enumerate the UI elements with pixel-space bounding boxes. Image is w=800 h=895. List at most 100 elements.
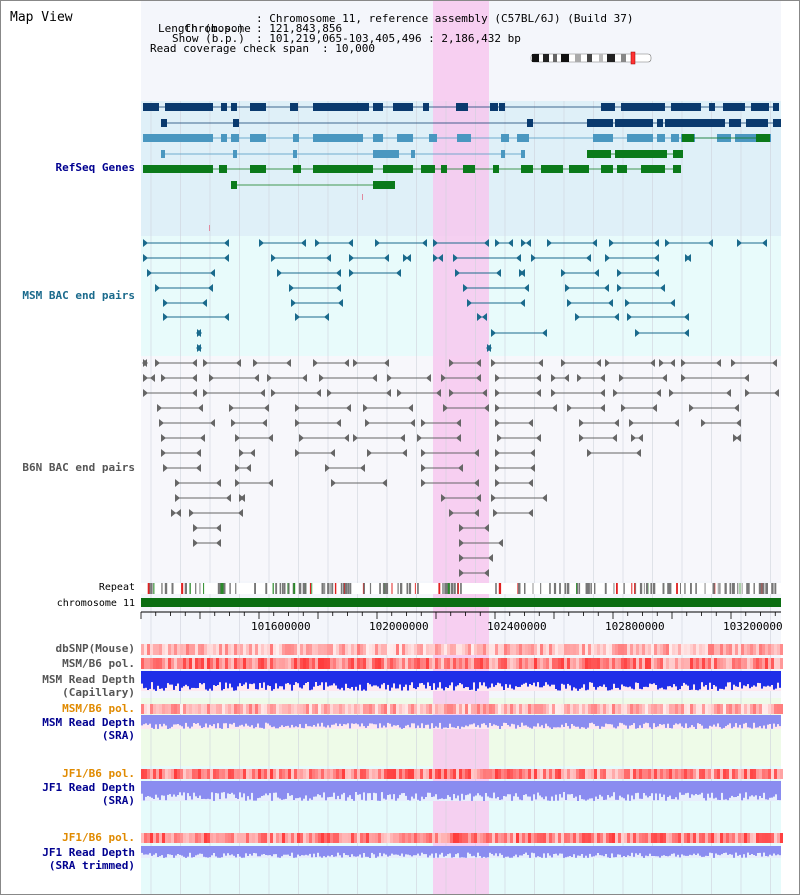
depth-bar (461, 715, 463, 727)
polymorphism-cell (693, 769, 696, 779)
depth-bar (261, 715, 263, 728)
polymorphism-cell (504, 644, 507, 655)
depth-bar (521, 781, 523, 801)
polymorphism-cell (381, 833, 384, 843)
polymorphism-cell (480, 644, 483, 655)
depth-bar (637, 671, 639, 683)
track-label-dbsnp[interactable]: dbSNP(Mouse) (55, 642, 135, 655)
track-label-jf1-trim[interactable]: JF1 Read Depth (42, 846, 135, 859)
depth-bar (659, 671, 661, 689)
polymorphism-cell (231, 833, 234, 843)
polymorphism-cell (255, 833, 258, 843)
depth-bar (517, 781, 519, 797)
repeat-feature (414, 583, 416, 594)
b6n-bac-pair-end (196, 464, 201, 472)
depth-bar (731, 781, 733, 796)
depth-bar (203, 846, 205, 857)
depth-bar (271, 671, 273, 691)
polymorphism-cell (726, 644, 729, 655)
track-label-msm-depth-cap[interactable]: MSM Read Depth (42, 673, 135, 686)
depth-bar (517, 846, 519, 858)
b6n-bac-pair-end (175, 494, 180, 502)
b6n-bac-pair-end (193, 539, 198, 547)
polymorphism-cell (204, 658, 207, 669)
polymorphism-cell (303, 833, 306, 843)
polymorphism-cell (447, 658, 450, 669)
polymorphism-cell (435, 644, 438, 655)
msm-bac-pair-end (338, 299, 343, 307)
msm-bac-pair-end (617, 284, 622, 292)
b6n-bac-pair-end (681, 374, 686, 382)
depth-bar (507, 715, 509, 725)
polymorphism-cell (348, 833, 351, 843)
track-label-jf1-pol-2[interactable]: JF1/B6 pol. (62, 831, 135, 844)
track-label-msm-pol-sra[interactable]: MSM/B6 pol. (62, 702, 135, 715)
polymorphism-cell (270, 658, 273, 669)
msm-bac-pair-end (654, 254, 659, 262)
polymorphism-cell (153, 704, 156, 714)
b6n-bac-pair-end (226, 494, 231, 502)
depth-bar (775, 671, 777, 689)
track-label-msm-bac[interactable]: MSM BAC end pairs (22, 289, 135, 302)
b6n-bac-pair-end (497, 434, 502, 442)
depth-bar (501, 846, 503, 855)
depth-bar (593, 846, 595, 857)
polymorphism-cell (594, 644, 597, 655)
b6n-bac-pair-end (268, 479, 273, 487)
depth-bar (179, 781, 181, 793)
depth-bar (653, 846, 655, 856)
polymorphism-cell (396, 658, 399, 669)
depth-bar (741, 846, 743, 858)
polymorphism-cell (423, 658, 426, 669)
polymorphism-cell (183, 658, 186, 669)
polymorphism-cell (387, 769, 390, 779)
polymorphism-cell (345, 769, 348, 779)
repeat-feature (457, 583, 459, 594)
depth-bar (323, 715, 325, 727)
depth-bar (291, 781, 293, 796)
track-label-refseq[interactable]: RefSeq Genes (55, 161, 135, 174)
b6n-bac-pair-end (670, 359, 675, 367)
depth-bar (617, 846, 619, 855)
depth-bar (713, 671, 715, 685)
depth-bar (641, 781, 643, 799)
polymorphism-cell (702, 833, 705, 843)
polymorphism-cell (279, 833, 282, 843)
repeat-feature (219, 583, 221, 594)
polymorphism-cell (672, 769, 675, 779)
depth-bar (343, 846, 345, 854)
polymorphism-cell (633, 704, 636, 714)
polymorphism-cell (375, 769, 378, 779)
track-label-jf1-depth[interactable]: JF1 Read Depth (42, 781, 135, 794)
track-label-b6n-bac[interactable]: B6N BAC end pairs (22, 461, 135, 474)
depth-bar (307, 715, 309, 727)
depth-bar (653, 671, 655, 684)
depth-bar (703, 846, 705, 857)
polymorphism-cell (585, 769, 588, 779)
repeat-feature (235, 583, 237, 594)
polymorphism-cell (501, 704, 504, 714)
polymorphism-cell (465, 658, 468, 669)
depth-bar (387, 715, 389, 723)
depth-bar (463, 671, 465, 689)
polymorphism-cell (585, 833, 588, 843)
polymorphism-cell (453, 833, 456, 843)
track-label-msm-depth-sra[interactable]: MSM Read Depth (42, 716, 135, 729)
depth-bar (329, 715, 331, 728)
polymorphism-cell (651, 658, 654, 669)
depth-bar (425, 671, 427, 689)
depth-bar (475, 846, 477, 858)
track-label-msm-pol[interactable]: MSM/B6 pol. (62, 657, 135, 670)
depth-bar (307, 671, 309, 682)
depth-bar (665, 781, 667, 801)
depth-bar (587, 846, 589, 858)
depth-bar (479, 781, 481, 796)
msm-bac-pair-end (737, 239, 742, 247)
depth-bar (229, 781, 231, 794)
polymorphism-cell (474, 833, 477, 843)
polymorphism-cell (516, 769, 519, 779)
b6n-bac-pair-end (271, 389, 276, 397)
track-label-jf1-pol[interactable]: JF1/B6 pol. (62, 767, 135, 780)
depth-bar (191, 671, 193, 688)
